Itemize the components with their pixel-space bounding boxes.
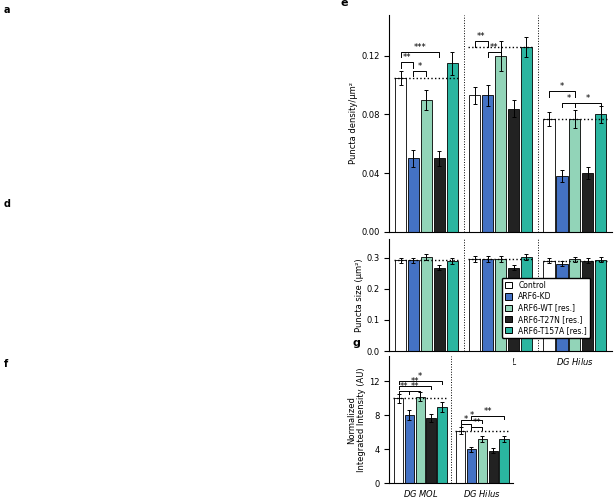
Bar xyxy=(434,268,445,351)
Y-axis label: Puncta size (μm²): Puncta size (μm²) xyxy=(354,258,363,332)
Bar xyxy=(469,259,480,351)
Bar xyxy=(499,439,509,483)
Bar xyxy=(508,268,519,351)
Bar xyxy=(408,158,419,232)
Text: **: ** xyxy=(477,32,485,41)
Bar xyxy=(408,260,419,351)
Bar xyxy=(521,47,532,232)
Bar xyxy=(582,261,593,351)
Bar xyxy=(446,261,458,351)
Bar xyxy=(556,176,568,232)
Bar xyxy=(421,257,432,351)
Bar xyxy=(488,451,498,483)
Text: **: ** xyxy=(473,418,481,427)
Bar xyxy=(469,96,480,232)
Y-axis label: Normalized
Integrated Intensity (AU): Normalized Integrated Intensity (AU) xyxy=(347,367,367,472)
Text: **: ** xyxy=(483,407,492,416)
Text: ***: *** xyxy=(413,42,426,51)
Text: *: * xyxy=(418,372,423,381)
Bar xyxy=(395,78,407,232)
Bar xyxy=(495,56,506,232)
Bar xyxy=(405,415,415,483)
Text: a: a xyxy=(4,5,10,15)
Text: **: ** xyxy=(403,53,411,62)
Text: **: ** xyxy=(411,377,419,386)
Bar xyxy=(543,261,555,351)
Bar xyxy=(595,115,606,232)
Text: e: e xyxy=(340,0,348,8)
Text: f: f xyxy=(4,359,8,369)
Bar xyxy=(569,119,581,232)
Bar xyxy=(482,259,493,351)
Bar xyxy=(508,109,519,232)
Bar xyxy=(556,264,568,351)
Bar xyxy=(482,96,493,232)
Text: **: ** xyxy=(400,382,408,391)
Bar xyxy=(467,449,476,483)
Text: *: * xyxy=(418,62,422,71)
Bar xyxy=(569,259,581,351)
Bar xyxy=(582,173,593,232)
Bar xyxy=(395,260,407,351)
Bar xyxy=(521,257,532,351)
Text: g: g xyxy=(352,338,360,348)
Text: d: d xyxy=(4,199,11,209)
Text: *: * xyxy=(566,94,571,103)
Text: **: ** xyxy=(411,382,419,391)
Bar xyxy=(416,397,425,483)
Text: **: ** xyxy=(490,42,498,51)
Text: *: * xyxy=(469,411,474,420)
Bar xyxy=(421,100,432,232)
Text: *: * xyxy=(464,415,468,424)
Legend: Control, ARF6-KD, ARF6-WT [res.], ARF6-T27N [res.], ARF6-T157A [res.]: Control, ARF6-KD, ARF6-WT [res.], ARF6-T… xyxy=(501,278,590,338)
Bar xyxy=(478,439,487,483)
Bar xyxy=(595,260,606,351)
Y-axis label: Puncta density/μm²: Puncta density/μm² xyxy=(349,82,359,164)
Bar xyxy=(394,398,403,483)
Bar xyxy=(426,418,436,483)
Text: *: * xyxy=(560,82,564,91)
Text: *: * xyxy=(585,94,590,103)
Bar xyxy=(434,158,445,232)
Bar xyxy=(543,119,555,232)
Bar xyxy=(495,259,506,351)
Bar xyxy=(456,431,466,483)
Bar xyxy=(446,63,458,232)
Bar xyxy=(437,407,447,483)
